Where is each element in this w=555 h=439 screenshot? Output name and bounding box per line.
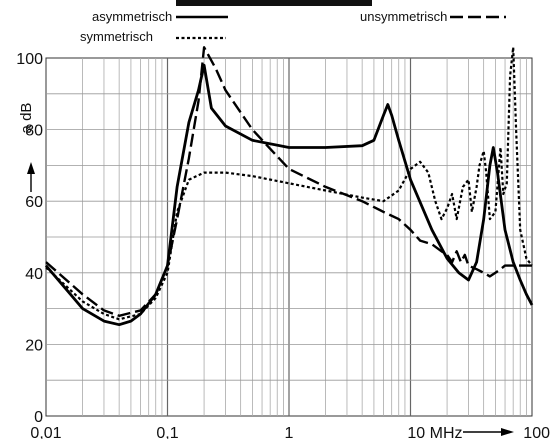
- x-tick-label: 100: [523, 425, 550, 439]
- y-tick-label: 100: [16, 51, 43, 68]
- legend: asymmetrisch symmetrisch unsymmetrisch: [80, 9, 506, 44]
- legend-label-symmetrisch: symmetrisch: [80, 29, 153, 44]
- x-tick-label: 0,01: [30, 425, 61, 439]
- legend-label-unsymmetrisch: unsymmetrisch: [360, 9, 447, 24]
- series-line-unsymmetrisch: [45, 46, 532, 317]
- y-axis-arrow: [27, 162, 35, 192]
- x-tick-label: 0,1: [156, 425, 178, 439]
- y-axis-label: a dB: [18, 103, 35, 134]
- y-tick-label: 80: [25, 123, 43, 140]
- x-axis-arrow: [463, 428, 514, 436]
- legend-label-asymmetrisch: asymmetrisch: [92, 9, 172, 24]
- y-tick-label: 60: [25, 194, 43, 211]
- y-tick-label: 0: [34, 409, 43, 426]
- y-tick-label: 40: [25, 266, 43, 283]
- x-axis-ticks: 0,01 0,1 1 10 MHz 100: [30, 425, 550, 439]
- series-group: [44, 46, 534, 327]
- y-tick-label: 20: [25, 337, 43, 354]
- series-line-symmetrisch: [45, 46, 533, 321]
- x-tick-label: 10 MHz: [407, 425, 462, 439]
- clipped-title: [176, 0, 372, 6]
- grid: [46, 58, 532, 416]
- x-tick-label: 1: [285, 425, 294, 439]
- y-axis-ticks: 0 20 40 60 80 100: [16, 51, 43, 426]
